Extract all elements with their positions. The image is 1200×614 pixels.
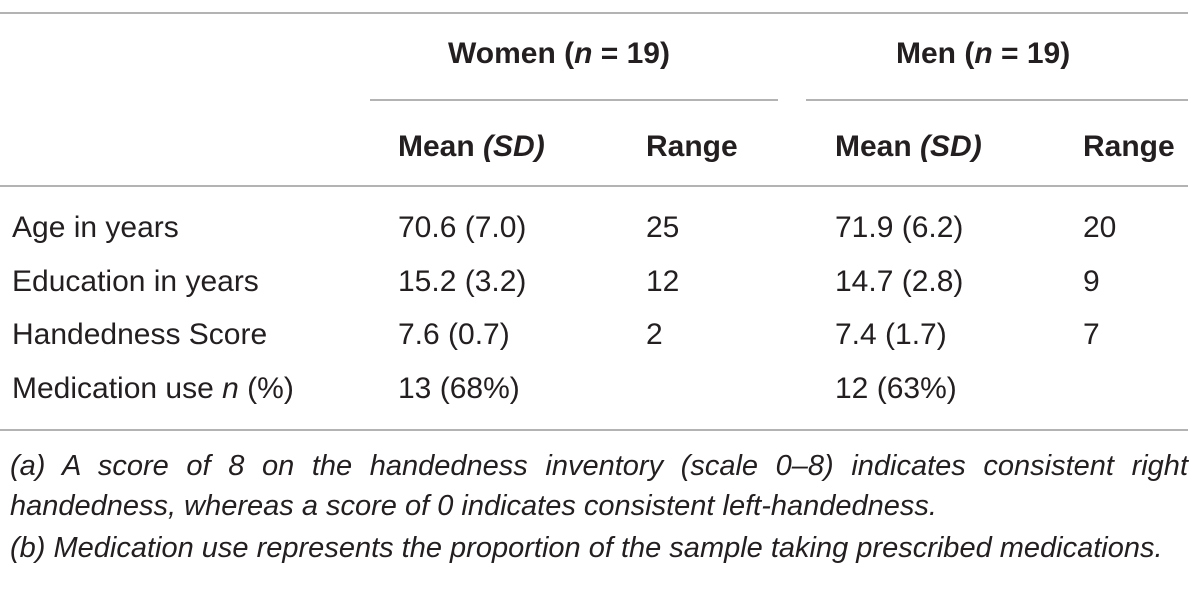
men-mean-header: Mean (SD) [835,129,982,165]
row-label: Handedness Score [12,317,267,353]
men-group-header: Men (n = 19) [896,36,1070,72]
women-mean-cell: 7.6 (0.7) [398,318,510,351]
men-range-cell: 9 [1083,265,1100,298]
row-label-text: Education in years [12,265,259,298]
men-n-symbol: n [974,37,993,70]
mean-label: Mean [398,130,484,163]
row-label-suffix: (%) [238,372,294,405]
footnote-a: (a) A score of 8 on the handedness inven… [10,450,1188,522]
women-mean-cell: 15.2 (3.2) [398,265,527,298]
sd-label: (SD) [483,130,545,163]
header-bottom-rule [0,185,1188,187]
mean-label: Mean [835,130,921,163]
top-rule [0,12,1188,14]
row-label-italic: n [222,372,239,405]
men-mean-cell: 7.4 (1.7) [835,318,947,351]
row-label: Education in years [12,264,259,300]
women-range-cell: 2 [646,318,663,351]
footnote-b: (b) Medication use represents the propor… [10,532,1163,564]
women-n-value: = 19) [592,37,670,70]
men-mean-cell: 71.9 (6.2) [835,211,964,244]
women-range-cell: 12 [646,265,680,298]
women-mean-header: Mean (SD) [398,129,545,165]
row-label: Age in years [12,210,179,246]
row-label-text: Medication use [12,372,223,405]
men-range-header: Range [1083,130,1175,163]
men-n-value: = 19) [992,37,1071,70]
men-group-label: Men ( [896,37,975,70]
men-group-rule [806,99,1188,101]
women-mean-cell: 13 (68%) [398,372,520,405]
men-range-cell: 7 [1083,318,1100,351]
row-label-text: Age in years [12,211,179,244]
women-group-label: Women ( [448,37,575,70]
table-bottom-rule [0,429,1188,431]
row-label-text: Handedness Score [12,318,268,351]
women-n-symbol: n [574,37,593,70]
men-mean-cell: 14.7 (2.8) [835,265,964,298]
men-mean-cell: 12 (63%) [835,372,957,405]
women-group-rule [370,99,778,101]
row-label: Medication use n (%) [12,371,294,407]
women-range-cell: 25 [646,211,680,244]
women-group-header: Women (n = 19) [448,36,670,72]
women-range-header: Range [646,130,738,163]
sd-label: (SD) [920,130,982,163]
men-range-cell: 20 [1083,211,1117,244]
women-mean-cell: 70.6 (7.0) [398,211,527,244]
